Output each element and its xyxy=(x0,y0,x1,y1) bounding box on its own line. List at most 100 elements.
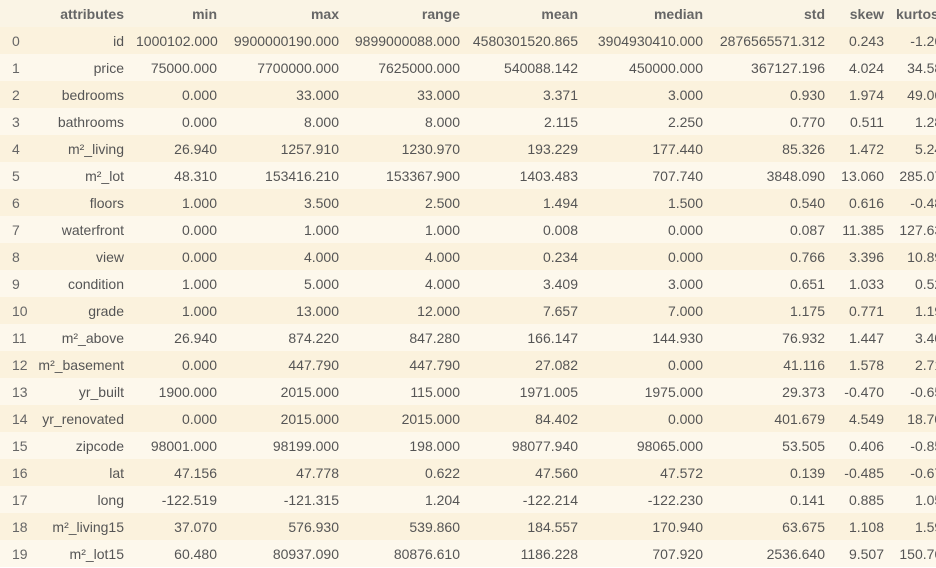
cell-mean: 4580301520.865 xyxy=(466,27,584,54)
cell-mean: 3.371 xyxy=(466,81,584,108)
cell-skew: -0.485 xyxy=(831,459,890,486)
cell-median: 1.500 xyxy=(584,189,709,216)
cell-attributes: m²_basement xyxy=(30,351,130,378)
cell-max: 1257.910 xyxy=(223,135,345,162)
column-header-skew: skew xyxy=(831,0,890,27)
cell-max: 4.000 xyxy=(223,243,345,270)
row-index-cell: 5 xyxy=(0,162,30,189)
cell-skew: 4.549 xyxy=(831,405,890,432)
cell-median: 707.920 xyxy=(584,540,709,567)
cell-max: 2015.000 xyxy=(223,405,345,432)
column-header-range: range xyxy=(345,0,466,27)
cell-kurtosis: 285.078 xyxy=(890,162,936,189)
cell-std: 53.505 xyxy=(709,432,831,459)
cell-skew: 0.406 xyxy=(831,432,890,459)
cell-median: 3.000 xyxy=(584,270,709,297)
cell-std: 29.373 xyxy=(709,378,831,405)
cell-kurtosis: 49.064 xyxy=(890,81,936,108)
cell-median: 47.572 xyxy=(584,459,709,486)
cell-mean: 2.115 xyxy=(466,108,584,135)
cell-min: 47.156 xyxy=(130,459,223,486)
cell-max: 3.500 xyxy=(223,189,345,216)
row-index-cell: 17 xyxy=(0,486,30,513)
table-row: 2 bedrooms 0.000 33.000 33.000 3.371 3.000 0.93… xyxy=(0,81,936,108)
cell-std: 0.540 xyxy=(709,189,831,216)
cell-range: 33.000 xyxy=(345,81,466,108)
table-row: 14 yr_renovated 0.000 2015.000 2015.000 84.40… xyxy=(0,405,936,432)
cell-skew: 0.511 xyxy=(831,108,890,135)
cell-range: 115.000 xyxy=(345,378,466,405)
cell-median: 3904930410.000 xyxy=(584,27,709,54)
cell-std: 0.651 xyxy=(709,270,831,297)
cell-range: 4.000 xyxy=(345,270,466,297)
column-header-min: min xyxy=(130,0,223,27)
row-index-cell: 4 xyxy=(0,135,30,162)
table-row: 9 condition 1.000 5.000 4.000 3.409 3.000 0.651… xyxy=(0,270,936,297)
cell-min: 0.000 xyxy=(130,216,223,243)
cell-range: 1230.970 xyxy=(345,135,466,162)
cell-skew: 1.974 xyxy=(831,81,890,108)
cell-attributes: long xyxy=(30,486,130,513)
cell-max: 576.930 xyxy=(223,513,345,540)
cell-range: 198.000 xyxy=(345,432,466,459)
table-row: 7 waterfront 0.000 1.000 1.000 0.008 0.000 0.08… xyxy=(0,216,936,243)
cell-attributes: m²_lot15 xyxy=(30,540,130,567)
table-row: 11 m²_above 26.940 874.220 847.280 166.147 144… xyxy=(0,324,936,351)
cell-min: 1900.000 xyxy=(130,378,223,405)
header-row: attributes min max range mean median std skew ku… xyxy=(0,0,936,27)
cell-kurtosis: -0.676 xyxy=(890,459,936,486)
table-row: 5 m²_lot 48.310 153416.210 153367.900 1403.48… xyxy=(0,162,936,189)
cell-kurtosis: 2.716 xyxy=(890,351,936,378)
cell-max: 1.000 xyxy=(223,216,345,243)
row-index-cell: 12 xyxy=(0,351,30,378)
table-row: 18 m²_living15 37.070 576.930 539.860 184.557… xyxy=(0,513,936,540)
cell-range: 8.000 xyxy=(345,108,466,135)
cell-mean: 184.557 xyxy=(466,513,584,540)
cell-median: 2.250 xyxy=(584,108,709,135)
cell-range: 2015.000 xyxy=(345,405,466,432)
cell-max: 9900000190.000 xyxy=(223,27,345,54)
row-index-cell: 1 xyxy=(0,54,30,81)
cell-attributes: yr_renovated xyxy=(30,405,130,432)
cell-median: 177.440 xyxy=(584,135,709,162)
cell-min: 1000102.000 xyxy=(130,27,223,54)
column-header-std: std xyxy=(709,0,831,27)
cell-std: 41.116 xyxy=(709,351,831,378)
cell-attributes: m²_above xyxy=(30,324,130,351)
column-header-median: median xyxy=(584,0,709,27)
column-header-index xyxy=(0,0,30,27)
row-index-cell: 9 xyxy=(0,270,30,297)
cell-max: 98199.000 xyxy=(223,432,345,459)
cell-std: 85.326 xyxy=(709,135,831,162)
cell-range: 0.622 xyxy=(345,459,466,486)
table-row: 10 grade 1.000 13.000 12.000 7.657 7.000 1.175 0… xyxy=(0,297,936,324)
table-row: 1 price 75000.000 7700000.000 7625000.000 540… xyxy=(0,54,936,81)
cell-max: 13.000 xyxy=(223,297,345,324)
cell-kurtosis: 1.597 xyxy=(890,513,936,540)
cell-std: 2876565571.312 xyxy=(709,27,831,54)
table-row: 13 yr_built 1900.000 2015.000 115.000 1971.00… xyxy=(0,378,936,405)
row-index-cell: 3 xyxy=(0,108,30,135)
cell-skew: 4.024 xyxy=(831,54,890,81)
cell-mean: 1403.483 xyxy=(466,162,584,189)
row-index-cell: 16 xyxy=(0,459,30,486)
row-index-cell: 2 xyxy=(0,81,30,108)
cell-std: 76.932 xyxy=(709,324,831,351)
cell-kurtosis: 18.701 xyxy=(890,405,936,432)
cell-std: 3848.090 xyxy=(709,162,831,189)
cell-median: 450000.000 xyxy=(584,54,709,81)
cell-skew: 1.472 xyxy=(831,135,890,162)
cell-range: 847.280 xyxy=(345,324,466,351)
cell-kurtosis: 150.763 xyxy=(890,540,936,567)
cell-std: 0.766 xyxy=(709,243,831,270)
cell-max: 47.778 xyxy=(223,459,345,486)
cell-range: 539.860 xyxy=(345,513,466,540)
row-index-cell: 14 xyxy=(0,405,30,432)
cell-mean: 0.234 xyxy=(466,243,584,270)
table-row: 6 floors 1.000 3.500 2.500 1.494 1.500 0.540 0.6… xyxy=(0,189,936,216)
table-row: 12 m²_basement 0.000 447.790 447.790 27.082 0.… xyxy=(0,351,936,378)
cell-std: 2536.640 xyxy=(709,540,831,567)
cell-median: 7.000 xyxy=(584,297,709,324)
cell-median: 3.000 xyxy=(584,81,709,108)
